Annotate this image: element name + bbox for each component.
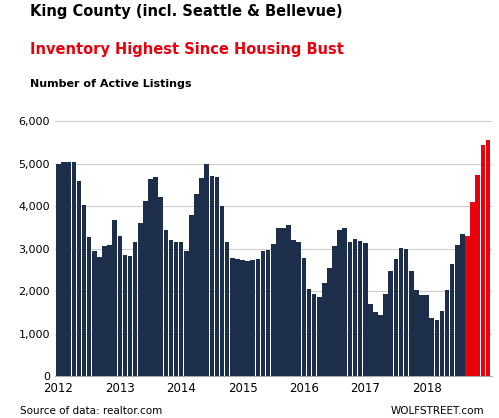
Bar — [291, 240, 296, 376]
Bar — [158, 197, 163, 376]
Bar — [363, 243, 368, 376]
Bar — [174, 242, 178, 376]
Bar — [317, 297, 321, 376]
Bar — [194, 194, 199, 376]
Bar — [246, 261, 250, 376]
Bar — [307, 289, 311, 376]
Bar — [153, 177, 158, 376]
Bar — [97, 257, 102, 376]
Bar — [445, 290, 449, 376]
Bar — [205, 164, 209, 376]
Bar — [260, 251, 265, 376]
Bar — [383, 294, 388, 376]
Bar — [394, 259, 398, 376]
Bar — [281, 227, 286, 376]
Bar — [230, 257, 235, 376]
Bar — [342, 228, 347, 376]
Bar — [378, 315, 383, 376]
Bar — [470, 202, 475, 376]
Bar — [118, 236, 122, 376]
Bar — [424, 296, 429, 376]
Bar — [123, 255, 127, 376]
Bar — [82, 206, 86, 376]
Bar — [312, 294, 316, 376]
Bar — [112, 220, 117, 376]
Bar — [409, 271, 414, 376]
Bar — [276, 228, 280, 376]
Bar — [476, 175, 480, 376]
Bar — [255, 259, 260, 376]
Bar — [56, 164, 61, 376]
Bar — [66, 162, 71, 376]
Bar — [179, 242, 184, 376]
Bar — [332, 246, 337, 376]
Bar — [92, 251, 97, 376]
Bar — [210, 176, 214, 376]
Bar — [250, 260, 255, 376]
Bar — [296, 242, 301, 376]
Bar — [348, 242, 352, 376]
Bar — [455, 245, 460, 376]
Bar — [435, 320, 439, 376]
Bar — [133, 242, 137, 376]
Bar — [77, 181, 81, 376]
Bar — [322, 283, 327, 376]
Bar — [225, 242, 230, 376]
Bar — [184, 251, 189, 376]
Bar — [107, 245, 112, 376]
Bar — [61, 162, 66, 376]
Bar — [215, 176, 219, 376]
Bar — [389, 271, 393, 376]
Text: Inventory Highest Since Housing Bust: Inventory Highest Since Housing Bust — [30, 42, 344, 57]
Bar — [102, 246, 107, 376]
Bar — [199, 178, 204, 376]
Bar — [220, 206, 225, 376]
Text: King County (incl. Seattle & Bellevue): King County (incl. Seattle & Bellevue) — [30, 4, 343, 19]
Bar — [353, 240, 357, 376]
Bar — [87, 237, 91, 376]
Bar — [373, 313, 378, 376]
Bar — [430, 319, 434, 376]
Bar — [358, 241, 362, 376]
Bar — [169, 240, 173, 376]
Bar — [404, 249, 409, 376]
Bar — [189, 215, 194, 376]
Bar — [460, 234, 465, 376]
Bar — [465, 237, 470, 376]
Bar — [440, 311, 444, 376]
Bar — [301, 258, 306, 376]
Bar — [286, 225, 291, 376]
Bar — [327, 268, 332, 376]
Bar — [414, 291, 419, 376]
Bar — [164, 229, 168, 376]
Bar — [266, 250, 270, 376]
Bar — [399, 247, 403, 376]
Bar — [486, 140, 490, 376]
Bar — [271, 244, 275, 376]
Bar — [138, 223, 143, 376]
Bar — [450, 264, 455, 376]
Bar — [71, 162, 76, 376]
Text: Number of Active Listings: Number of Active Listings — [30, 79, 192, 89]
Text: Source of data: realtor.com: Source of data: realtor.com — [20, 406, 162, 416]
Bar — [419, 295, 424, 376]
Bar — [143, 201, 148, 376]
Bar — [128, 255, 132, 376]
Bar — [235, 260, 240, 376]
Text: WOLFSTREET.com: WOLFSTREET.com — [390, 406, 484, 416]
Bar — [368, 304, 373, 376]
Bar — [240, 260, 245, 376]
Bar — [481, 145, 485, 376]
Bar — [148, 179, 153, 376]
Bar — [337, 229, 342, 376]
